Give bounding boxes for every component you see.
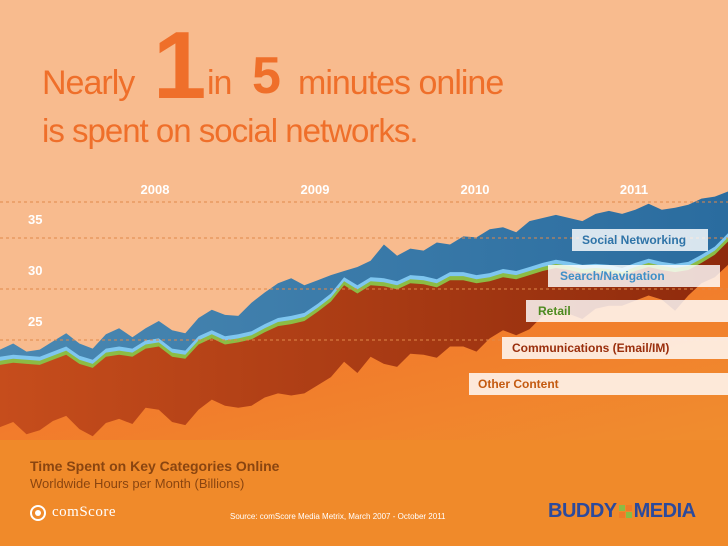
label-other-content-box [469,373,728,395]
comscore-logo-text: comScore [52,504,116,520]
y-tick-35: 35 [28,212,42,227]
y-tick-30: 30 [28,263,42,278]
label-retail-box [526,300,728,322]
label-retail-text: Retail [538,304,571,318]
year-labels: 2008 2009 2010 2011 [141,182,649,197]
y-tick-labels: 25 30 35 [28,212,42,329]
year-label-2011: 2011 [620,182,648,197]
year-label-2009: 2009 [301,182,330,197]
y-tick-25: 25 [28,314,42,329]
area-other-content [0,264,728,440]
label-social-networking: Social Networking [572,229,708,251]
headline-line-2: is spent on social networks. [42,112,419,149]
source-note: Source: comScore Media Metrix, March 200… [230,512,446,521]
label-social-networking-text: Social Networking [582,233,686,247]
buddy-logo-right: MEDIA [633,500,696,522]
footer-subtitle: Worldwide Hours per Month (Billions) [30,476,245,491]
label-communications-box [502,337,728,359]
buddy-media-logo: BUDDY MEDIA [548,500,696,523]
label-search-navigation-box [548,265,720,287]
label-communications: Communications (Email/IM) [502,337,728,359]
year-label-2008: 2008 [141,182,170,197]
label-social-networking-box [572,229,708,251]
footer-title: Time Spent on Key Categories Online [30,458,280,474]
label-search-navigation: Search/Navigation [548,265,720,287]
label-retail: Retail [526,300,728,322]
year-label-2010: 2010 [461,182,490,197]
comscore-mark-icon [30,504,46,521]
headline-minutes: minutes online [298,64,504,102]
label-other-content-text: Other Content [478,377,559,391]
label-search-navigation-text: Search/Navigation [560,269,665,283]
buddy-logo-left: BUDDY [548,500,617,522]
headline-in: in [207,64,232,102]
label-communications-text: Communications (Email/IM) [512,341,669,355]
headline-five: 5 [252,47,281,105]
chart-base [0,435,728,546]
headline-line-1: Nearly 1 in 5 minutes online [42,18,642,128]
buddy-mark-icon [618,505,632,518]
headline-one: 1 [153,12,207,119]
label-other-content: Other Content [469,373,728,395]
series-labels: Social Networking Search/Navigation Retail… [469,229,728,395]
comscore-logo: comScore [30,504,116,521]
headline-nearly: Nearly [42,64,135,102]
